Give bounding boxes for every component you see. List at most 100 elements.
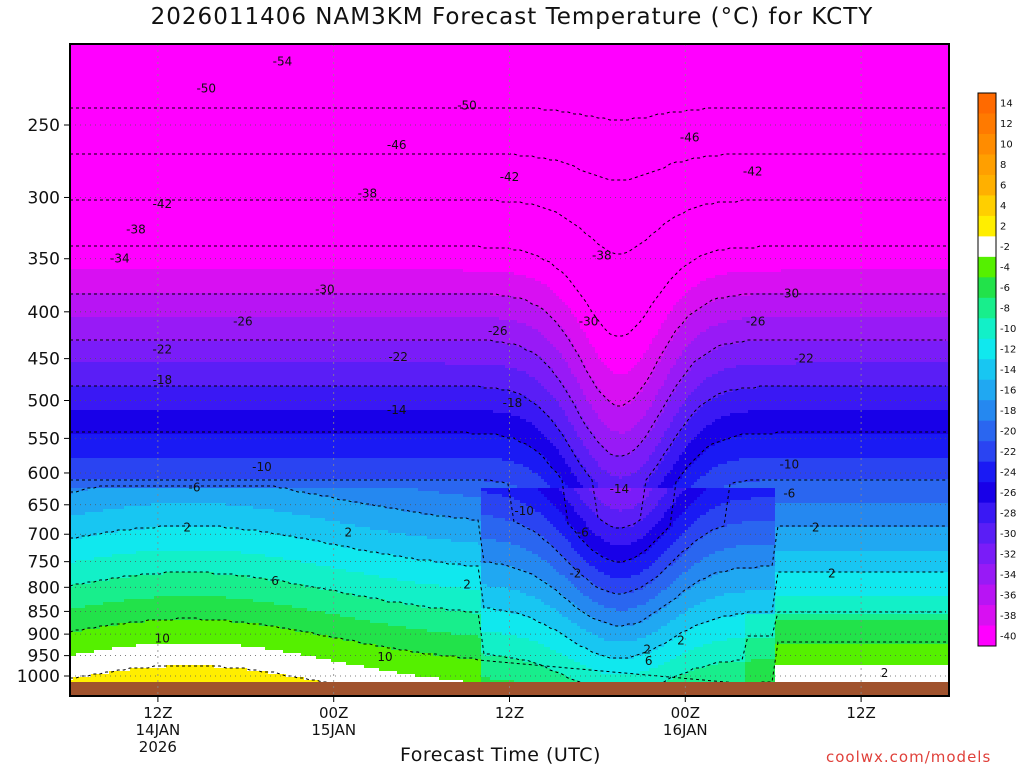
fill-cell xyxy=(649,479,665,483)
fill-cell xyxy=(571,395,587,399)
fill-cell xyxy=(706,578,776,582)
fill-cell xyxy=(496,608,557,612)
fill-cell xyxy=(559,473,575,477)
contour-label: -18 xyxy=(152,373,172,387)
fill-cell xyxy=(481,632,503,636)
fill-cell xyxy=(745,614,776,618)
fill-cell xyxy=(697,410,749,414)
fill-cell xyxy=(679,479,698,483)
fill-cell xyxy=(745,626,776,630)
fill-cell xyxy=(706,449,949,453)
fill-cell xyxy=(673,338,695,342)
fill-cell xyxy=(70,551,137,555)
fill-cell xyxy=(610,575,632,579)
fill-cell xyxy=(568,656,611,660)
fill-cell xyxy=(445,515,482,519)
fill-cell xyxy=(661,323,683,327)
fill-cell xyxy=(691,440,722,444)
fill-cell xyxy=(421,512,482,516)
fill-cell xyxy=(340,614,482,618)
colorbar-swatch xyxy=(978,174,996,196)
fill-cell xyxy=(70,317,500,321)
fill-cell xyxy=(364,572,482,576)
fill-cell xyxy=(745,635,776,639)
fill-cell xyxy=(559,296,683,300)
fill-cell xyxy=(481,641,539,645)
fill-cell xyxy=(292,512,422,516)
fill-cell xyxy=(73,584,305,588)
fill-cell xyxy=(745,629,776,633)
fill-cell xyxy=(643,416,659,420)
fill-cell xyxy=(601,587,644,591)
fill-cell xyxy=(676,497,698,501)
fill-cell xyxy=(580,326,662,330)
fill-cell xyxy=(658,575,680,579)
fill-cell xyxy=(70,275,527,279)
colorbar-label: -28 xyxy=(1000,508,1016,519)
fill-cell xyxy=(259,623,389,627)
fill-cell xyxy=(70,173,949,177)
fill-cell xyxy=(577,320,665,324)
fill-cell xyxy=(481,590,521,594)
fill-cell xyxy=(658,593,683,597)
fill-cell xyxy=(673,485,692,489)
fill-cell xyxy=(427,536,482,540)
fill-cell xyxy=(481,539,497,543)
fill-cell xyxy=(70,191,949,195)
fill-cell xyxy=(502,341,551,345)
fill-cell xyxy=(673,581,701,585)
colorbar-swatch xyxy=(978,379,996,401)
fill-cell xyxy=(685,590,746,594)
fill-cell xyxy=(574,584,596,588)
fill-cell xyxy=(481,536,545,540)
fill-cell xyxy=(736,614,746,618)
fill-cell xyxy=(697,518,776,522)
fill-cell xyxy=(634,365,656,369)
fill-cell xyxy=(571,677,674,681)
fill-cell xyxy=(70,215,949,219)
fill-cell xyxy=(670,311,695,315)
fill-cell xyxy=(607,425,635,429)
fill-cell xyxy=(718,323,949,327)
fill-cell xyxy=(547,437,566,441)
fill-cell xyxy=(655,422,671,426)
fill-cell xyxy=(352,593,482,597)
fill-cell xyxy=(571,545,590,549)
fill-cell xyxy=(70,245,949,249)
fill-cell xyxy=(592,599,650,603)
fill-cell xyxy=(601,500,644,504)
contour-label: -50 xyxy=(457,98,477,112)
fill-cell xyxy=(562,533,581,537)
fill-cell xyxy=(556,506,575,510)
fill-cell xyxy=(775,575,949,579)
fill-cell xyxy=(619,431,626,435)
fill-cell xyxy=(481,512,542,516)
fill-cell xyxy=(775,659,949,663)
fill-cell xyxy=(664,350,683,354)
fill-cell xyxy=(481,599,542,603)
fill-cell xyxy=(685,347,719,351)
fill-cell xyxy=(604,446,638,450)
x-axis-label: Forecast Time (UTC) xyxy=(400,744,601,766)
fill-cell xyxy=(547,560,569,564)
fill-cell xyxy=(577,380,596,384)
fill-cell xyxy=(673,503,692,507)
fill-cell xyxy=(580,497,599,501)
fill-cell xyxy=(700,308,949,312)
fill-cell xyxy=(709,326,949,330)
fill-cell xyxy=(745,644,776,648)
fill-cell xyxy=(70,518,326,522)
fill-cell xyxy=(727,638,746,642)
fill-cell xyxy=(559,404,578,408)
fill-cell xyxy=(601,620,644,624)
fill-cell xyxy=(673,638,728,642)
fill-cell xyxy=(577,680,668,684)
fill-cell xyxy=(70,299,527,303)
fill-cell xyxy=(667,401,686,405)
fill-cell xyxy=(502,632,563,636)
fill-cell xyxy=(70,149,949,153)
y-tick-label: 700 xyxy=(28,525,60,545)
fill-cell xyxy=(745,647,776,651)
fill-cell xyxy=(379,668,482,672)
fill-cell xyxy=(712,422,949,426)
